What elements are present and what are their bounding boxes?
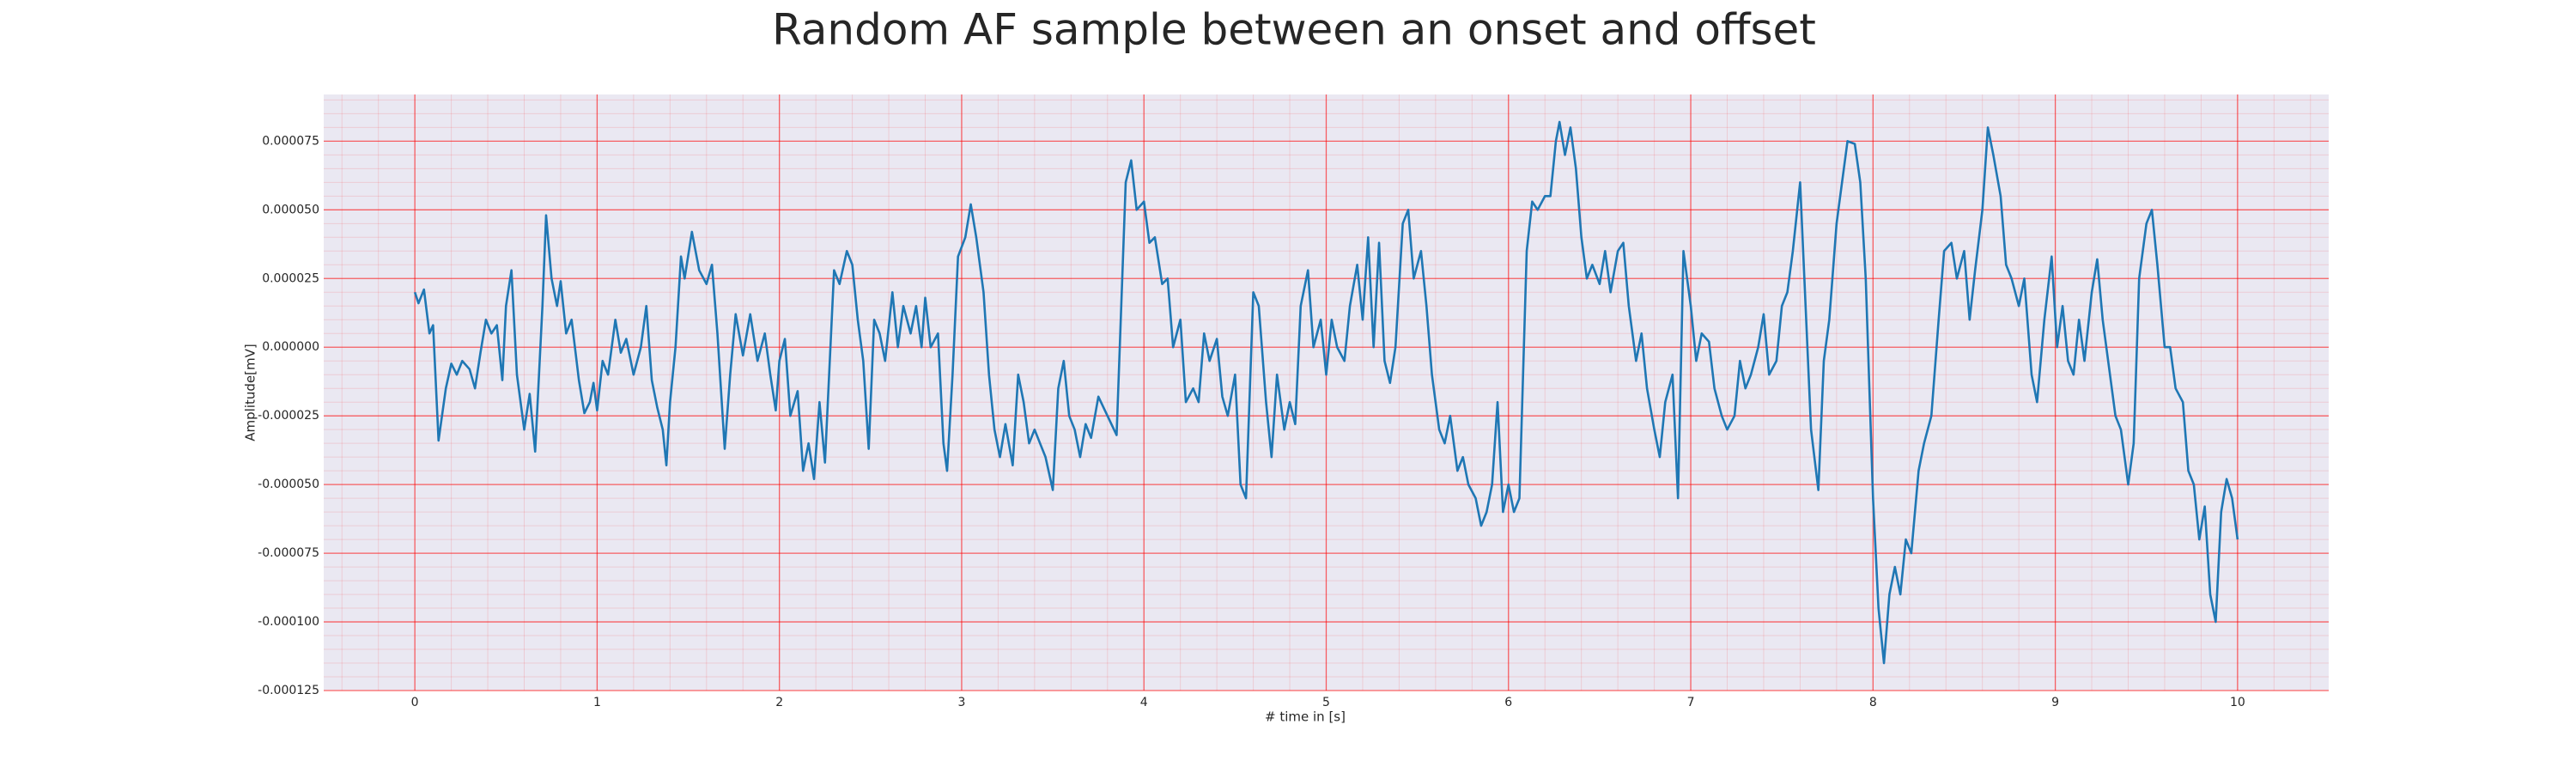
y-tick-label: 0.000025	[262, 271, 319, 285]
x-axis-label: # time in [s]	[1265, 709, 1346, 725]
x-tick-label: 7	[1687, 696, 1695, 709]
x-tick-label: 10	[2230, 696, 2245, 709]
data-line	[413, 120, 2239, 665]
x-tick-label: 9	[2051, 696, 2059, 709]
y-tick-label: 0.000000	[262, 340, 319, 354]
y-tick-label: -0.000025	[258, 409, 319, 423]
x-tick-label: 2	[775, 696, 783, 709]
chart-title: Random AF sample between an onset and of…	[772, 5, 1816, 55]
y-tick-label: -0.000125	[258, 684, 319, 697]
x-tick-label: 6	[1504, 696, 1512, 709]
y-tick-label: 0.000075	[262, 134, 319, 148]
x-tick-label: 1	[593, 696, 601, 709]
x-tick-label: 8	[1869, 696, 1877, 709]
y-tick-label: -0.000075	[258, 546, 319, 560]
x-tick-label: 0	[411, 696, 419, 709]
x-tick-label: 3	[957, 696, 965, 709]
y-axis-label: Amplitude[mV]	[243, 344, 258, 441]
y-tick-label: -0.000050	[258, 478, 319, 491]
x-tick-label: 5	[1322, 696, 1330, 709]
x-tick-label: 4	[1140, 696, 1148, 709]
y-tick-label: -0.000100	[258, 615, 319, 629]
y-tick-label: 0.000050	[262, 203, 319, 216]
